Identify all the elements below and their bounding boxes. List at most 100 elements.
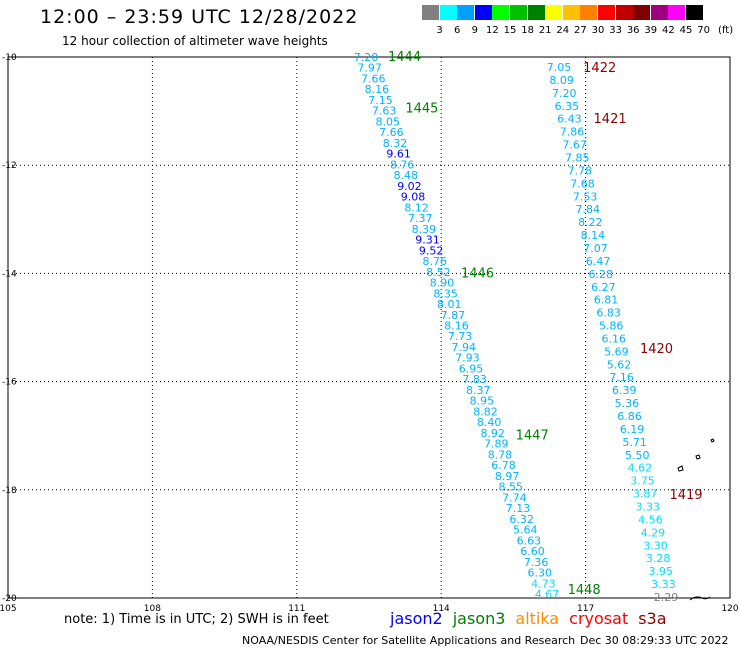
swh-value-right-track: 7.20 bbox=[552, 87, 577, 100]
longitude-tick-label: 114 bbox=[433, 604, 450, 614]
legend-label: 27 bbox=[574, 25, 587, 36]
swh-value-left-track: 5.64 bbox=[513, 524, 538, 537]
swh-value-right-track: 6.39 bbox=[612, 384, 637, 397]
swh-value-right-track: 3.28 bbox=[646, 552, 671, 565]
pass-time-label: 1447 bbox=[516, 429, 549, 444]
swh-value-right-track: 7.07 bbox=[583, 242, 608, 255]
legend-swatch bbox=[598, 5, 615, 20]
legend-swatch bbox=[527, 5, 545, 20]
swh-value-right-track: 7.78 bbox=[568, 164, 593, 177]
legend-swatch bbox=[668, 5, 686, 20]
swh-value-right-track: 8.14 bbox=[581, 229, 606, 242]
swh-value-right-track: 6.16 bbox=[602, 332, 627, 345]
latitude-tick-label: -16 bbox=[2, 378, 17, 388]
swh-value-right-track: 6.83 bbox=[596, 307, 621, 320]
swh-value-right-track: 3.33 bbox=[635, 501, 660, 514]
latitude-tick-label: -10 bbox=[2, 53, 17, 63]
legend-swatch bbox=[474, 5, 492, 20]
swh-value-left-track: 7.37 bbox=[408, 212, 433, 225]
swh-value-left-track: 9.61 bbox=[386, 148, 411, 161]
pass-time-label: 1446 bbox=[461, 266, 494, 281]
swh-value-left-track: 9.08 bbox=[401, 191, 426, 204]
swh-value-right-track: 7.67 bbox=[562, 139, 587, 152]
legend-label: 45 bbox=[679, 25, 693, 36]
swh-value-left-track: 6.95 bbox=[459, 362, 484, 375]
legend-label: 70 bbox=[697, 25, 710, 36]
swh-value-left-track: 8.01 bbox=[437, 298, 462, 311]
swh-value-right-track: 2.29 bbox=[654, 591, 679, 604]
swh-value-left-track: 8.97 bbox=[495, 470, 520, 483]
legend-label: 24 bbox=[556, 25, 570, 36]
satellite-legend: jason2 jason3 altika cryosat s3a bbox=[390, 609, 677, 628]
swh-value-left-track: 7.94 bbox=[451, 341, 476, 354]
swh-value-right-track: 6.19 bbox=[620, 423, 645, 436]
satellite-name: s3a bbox=[638, 609, 667, 628]
swh-value-left-track: 9.31 bbox=[415, 234, 440, 247]
swh-value-left-track: 7.13 bbox=[506, 502, 531, 515]
swh-value-left-track: 6.78 bbox=[491, 459, 516, 472]
satellite-name: altika bbox=[515, 609, 560, 628]
swh-value-left-track: 8.32 bbox=[383, 137, 408, 150]
swh-value-left-track: 6.63 bbox=[517, 534, 542, 547]
legend-swatch bbox=[439, 5, 457, 20]
swh-value-right-track: 5.50 bbox=[625, 449, 650, 462]
swh-value-left-track: 8.12 bbox=[404, 201, 429, 214]
swh-value-right-track: 6.28 bbox=[589, 268, 614, 281]
legend-label: 9 bbox=[471, 25, 478, 36]
swh-value-left-track: 7.74 bbox=[502, 491, 527, 504]
island-shape bbox=[677, 465, 684, 472]
island-shape bbox=[710, 438, 715, 443]
swh-value-left-track: 7.66 bbox=[379, 126, 404, 139]
swh-value-left-track: 8.76 bbox=[390, 158, 415, 171]
swh-value-left-track: 8.82 bbox=[473, 405, 498, 418]
longitude-tick-label: 111 bbox=[288, 604, 305, 614]
longitude-tick-label: 108 bbox=[144, 604, 161, 614]
swh-value-left-track: 7.89 bbox=[484, 438, 509, 451]
swh-value-left-track: 7.63 bbox=[372, 105, 397, 118]
longitude-tick-label: 117 bbox=[577, 604, 594, 614]
footer-note: note: 1) Time is in UTC; 2) SWH is in fe… bbox=[64, 612, 329, 627]
longitude-tick-label: 105 bbox=[0, 604, 17, 614]
legend-label: 30 bbox=[591, 25, 605, 36]
swh-value-right-track: 4.62 bbox=[628, 462, 653, 475]
swh-value-left-track: 7.87 bbox=[441, 309, 466, 322]
swh-value-right-track: 8.22 bbox=[578, 216, 603, 229]
satellite-name: jason2 bbox=[390, 609, 443, 628]
generation-timestamp: Dec 30 08:29:33 UTC 2022 bbox=[580, 634, 729, 647]
latitude-tick-label: -18 bbox=[2, 486, 17, 496]
swh-value-left-track: 8.92 bbox=[480, 427, 505, 440]
swh-value-right-track: 6.47 bbox=[586, 255, 611, 268]
legend-label: 36 bbox=[626, 25, 640, 36]
legend-swatch bbox=[633, 5, 651, 20]
pass-time-label: 1421 bbox=[594, 112, 627, 127]
page-subtitle: 12 hour collection of altimeter wave hei… bbox=[62, 34, 328, 48]
swh-value-right-track: 7.86 bbox=[560, 126, 585, 139]
swh-value-left-track: 6.30 bbox=[528, 567, 553, 580]
swh-value-left-track: 8.55 bbox=[499, 481, 524, 494]
swh-value-left-track: 7.66 bbox=[361, 72, 386, 85]
swh-value-right-track: 5.86 bbox=[599, 320, 624, 333]
legend-swatch bbox=[650, 5, 668, 20]
island-shape bbox=[695, 454, 701, 460]
swh-value-right-track: 7.05 bbox=[547, 61, 572, 74]
swh-value-right-track: 3.75 bbox=[630, 475, 655, 488]
swh-value-right-track: 3.30 bbox=[643, 539, 668, 552]
swh-value-left-track: 7.93 bbox=[455, 352, 480, 365]
swh-value-right-track: 7.85 bbox=[565, 151, 590, 164]
legend-label: 12 bbox=[486, 25, 499, 36]
swh-value-left-track: 8.05 bbox=[375, 115, 400, 128]
legend-label: 21 bbox=[538, 25, 552, 36]
swh-value-right-track: 5.36 bbox=[615, 397, 640, 410]
credit-text: NOAA/NESDIS Center for Satellite Applica… bbox=[242, 634, 576, 647]
pass-time-label: 1444 bbox=[388, 50, 421, 65]
coastline-shape bbox=[689, 596, 711, 601]
swh-value-right-track: 5.71 bbox=[622, 436, 647, 449]
legend-swatch bbox=[562, 5, 580, 20]
satellite-name: jason3 bbox=[452, 609, 506, 628]
legend-swatch bbox=[615, 5, 633, 20]
swh-value-left-track: 8.16 bbox=[365, 83, 390, 96]
swh-value-right-track: 5.62 bbox=[607, 358, 632, 371]
latitude-tick-label: -20 bbox=[2, 594, 17, 604]
swh-value-left-track: 6.60 bbox=[520, 545, 545, 558]
